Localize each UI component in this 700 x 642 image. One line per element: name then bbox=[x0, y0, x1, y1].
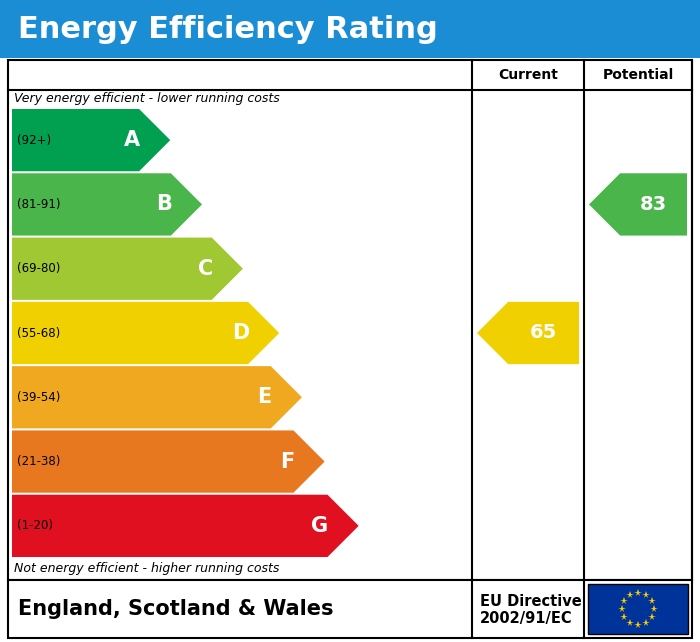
Text: EU Directive: EU Directive bbox=[480, 593, 582, 609]
Text: 2002/91/EC: 2002/91/EC bbox=[480, 611, 573, 627]
Text: C: C bbox=[197, 259, 213, 279]
Bar bbox=[0, 0, 700, 58]
Polygon shape bbox=[12, 430, 325, 492]
Bar bbox=[8, 60, 692, 580]
Text: (69-80): (69-80) bbox=[17, 262, 60, 275]
Polygon shape bbox=[589, 173, 687, 236]
Text: Very energy efficient - lower running costs: Very energy efficient - lower running co… bbox=[14, 92, 280, 105]
Text: (81-91): (81-91) bbox=[17, 198, 60, 211]
Text: D: D bbox=[232, 323, 249, 343]
Text: (92+): (92+) bbox=[17, 134, 51, 146]
Polygon shape bbox=[477, 302, 579, 364]
Text: E: E bbox=[258, 387, 272, 407]
Polygon shape bbox=[12, 173, 202, 236]
Text: Not energy efficient - higher running costs: Not energy efficient - higher running co… bbox=[14, 562, 279, 575]
Text: B: B bbox=[156, 195, 172, 214]
Polygon shape bbox=[12, 302, 279, 364]
Text: 65: 65 bbox=[530, 324, 557, 342]
Text: F: F bbox=[280, 451, 295, 472]
Text: England, Scotland & Wales: England, Scotland & Wales bbox=[18, 599, 333, 619]
Polygon shape bbox=[12, 109, 170, 171]
Text: (21-38): (21-38) bbox=[17, 455, 60, 468]
Text: G: G bbox=[312, 516, 328, 536]
Text: (39-54): (39-54) bbox=[17, 391, 60, 404]
Text: Current: Current bbox=[498, 68, 558, 82]
Polygon shape bbox=[12, 366, 302, 428]
Bar bbox=[588, 584, 688, 634]
Text: Potential: Potential bbox=[603, 68, 673, 82]
Polygon shape bbox=[12, 495, 358, 557]
Bar bbox=[8, 580, 692, 638]
Polygon shape bbox=[12, 238, 243, 300]
Text: (1-20): (1-20) bbox=[17, 519, 53, 532]
Text: (55-68): (55-68) bbox=[17, 327, 60, 340]
Text: 83: 83 bbox=[640, 195, 667, 214]
Text: Energy Efficiency Rating: Energy Efficiency Rating bbox=[18, 15, 438, 44]
Text: A: A bbox=[124, 130, 140, 150]
